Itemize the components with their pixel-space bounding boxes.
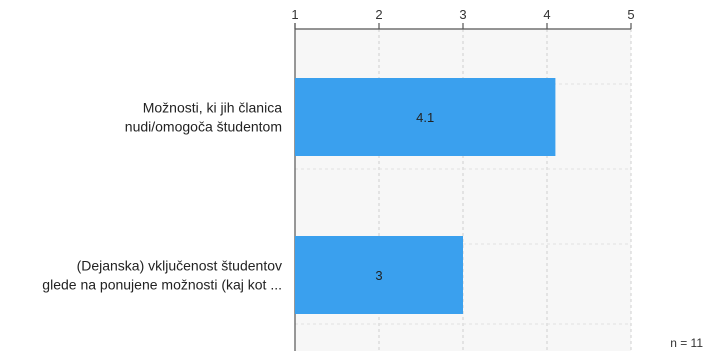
bar-value-label: 4.1	[416, 110, 434, 125]
bar-value-label: 3	[375, 268, 382, 283]
category-label: glede na ponujene možnosti (kaj kot ...	[42, 277, 282, 293]
bar	[295, 236, 463, 314]
category-label: nudi/omogoča študentom	[125, 119, 282, 135]
category-label: Možnosti, ki jih članica	[143, 100, 282, 116]
x-tick-label: 1	[291, 7, 298, 22]
category-label: (Dejanska) vključenost študentov	[77, 258, 282, 274]
sample-size-label: n = 11	[670, 336, 703, 350]
x-tick-label: 5	[627, 7, 634, 22]
bar	[295, 78, 556, 156]
x-tick-label: 3	[459, 7, 466, 22]
x-tick-label: 2	[375, 7, 382, 22]
x-tick-label: 4	[543, 7, 550, 22]
